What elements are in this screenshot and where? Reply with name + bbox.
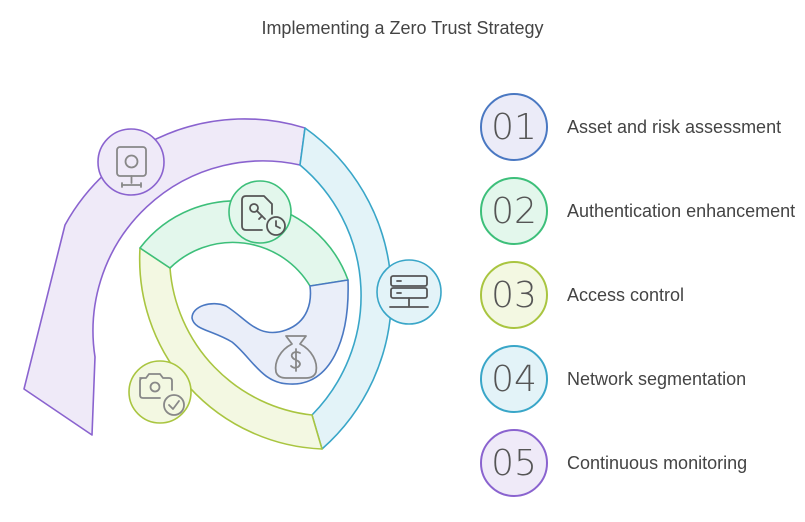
cctv-camera-icon: [116, 146, 147, 188]
step-number-badge: 03: [480, 261, 548, 329]
inner-ring-segment-upper: [139, 200, 349, 287]
step-04: 04 Network segmentation: [478, 343, 798, 419]
step-01: 01 Asset and risk assessment: [478, 91, 798, 167]
diagram-title: Implementing a Zero Trust Strategy: [261, 18, 544, 38]
step-number-badge: 05: [480, 429, 548, 497]
step-03-icon-bubble: [128, 360, 192, 424]
outer-ring-segment: [299, 127, 393, 450]
step-03: 03 Access control: [478, 259, 798, 335]
step-number-badge: 02: [480, 177, 548, 245]
step-label: Authentication enhancement: [567, 201, 796, 221]
step-number-badge: 04: [480, 345, 548, 413]
step-label: Continuous monitoring: [567, 453, 748, 473]
inner-ring-segment-lower: [138, 247, 323, 450]
step-05: 05 Continuous monitoring: [478, 427, 798, 503]
step-label: Network segmentation: [567, 369, 747, 389]
camera-check-icon: [139, 373, 185, 416]
spiral-diagram: [23, 118, 442, 450]
step-04-icon-bubble: [376, 259, 442, 325]
step-label: Asset and risk assessment: [567, 117, 782, 137]
server-network-icon: [389, 275, 429, 308]
inner-hook-segment: [191, 279, 349, 385]
key-document-clock-icon: [241, 195, 286, 236]
outer-arrow-segment: [23, 118, 306, 436]
step-label: Access control: [567, 285, 685, 305]
step-02: 02 Authentication enhancement: [478, 175, 798, 251]
step-number-badge: 01: [480, 93, 548, 161]
money-bag-icon: [274, 335, 318, 379]
step-01-icon-bubble: [97, 128, 165, 196]
